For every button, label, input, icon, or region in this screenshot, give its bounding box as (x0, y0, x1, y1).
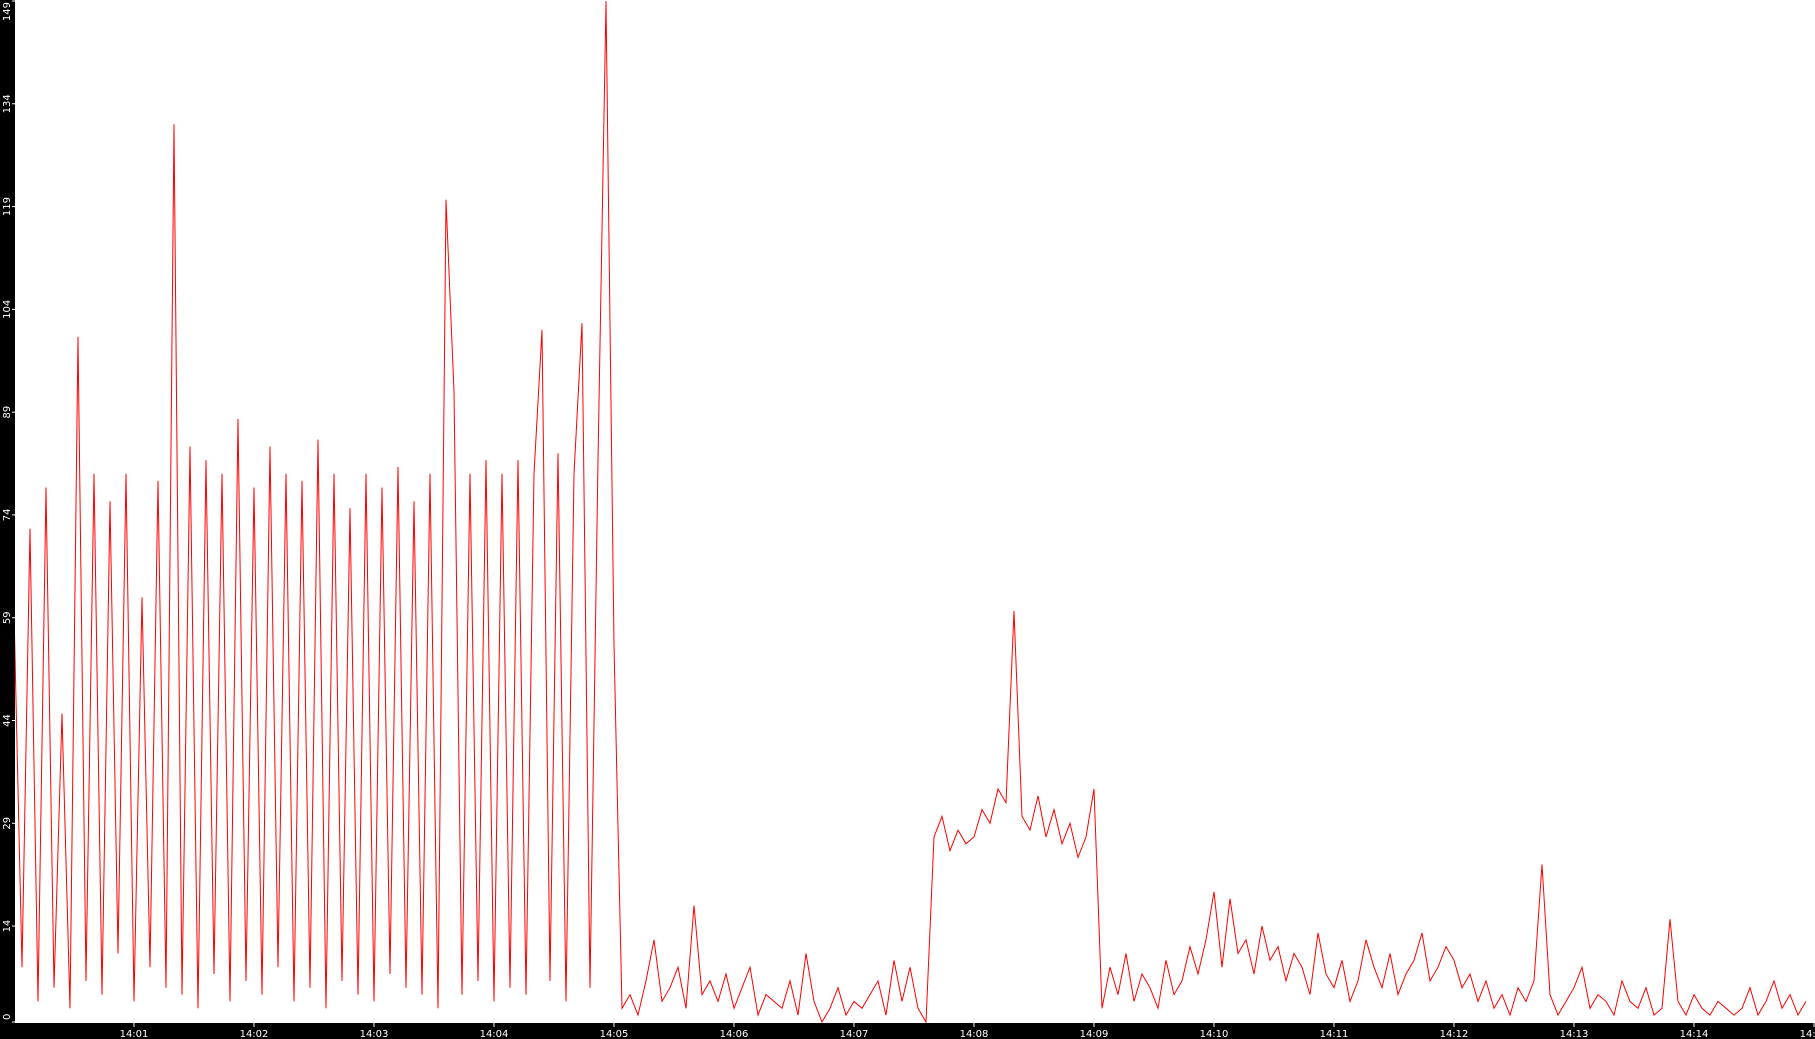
y-tick-label: 134 (2, 94, 13, 113)
y-axis-band (0, 0, 15, 1039)
y-tick-label: 14 (2, 920, 13, 933)
x-tick-label: 14:01 (120, 1029, 149, 1039)
y-tick-label: 44 (2, 714, 13, 727)
x-axis-band (0, 1023, 1815, 1039)
x-tick-label: 14:13 (1560, 1029, 1589, 1039)
x-tick-label: 14:15 (1800, 1029, 1815, 1039)
series-line (13, 0, 1807, 1024)
y-axis: 0 14 29 44 59 74 89 104 119 134 149 (2, 0, 15, 1023)
y-tick-label: 104 (2, 300, 13, 319)
x-tick-label: 14:04 (480, 1029, 509, 1039)
x-tick-label: 14:09 (1080, 1029, 1109, 1039)
x-tick-label: 14:08 (960, 1029, 989, 1039)
y-tick-label: 59 (2, 611, 13, 624)
x-tick-label: 14:06 (720, 1029, 749, 1039)
x-tick-label: 14:10 (1200, 1029, 1229, 1039)
x-tick-label: 14:03 (360, 1029, 389, 1039)
x-tick-label: 14:05 (600, 1029, 629, 1039)
x-tick-label: 14:12 (1440, 1029, 1469, 1039)
x-tick-label: 14:02 (240, 1029, 269, 1039)
y-tick-label: 149 (2, 2, 13, 21)
x-tick-label: 14:14 (1680, 1029, 1709, 1039)
x-axis: 14:01 14:02 14:03 14:04 14:05 14:06 14:07 14:08… (120, 1023, 1815, 1039)
series-layer (13, 0, 1807, 1024)
y-tick-label: 0 (2, 1014, 13, 1020)
x-tick-label: 14:11 (1320, 1029, 1349, 1039)
y-tick-label: 119 (2, 197, 13, 216)
y-tick-label: 74 (2, 509, 13, 522)
y-tick-label: 29 (2, 817, 13, 830)
y-tick-label: 89 (2, 406, 13, 419)
x-tick-label: 14:07 (840, 1029, 869, 1039)
